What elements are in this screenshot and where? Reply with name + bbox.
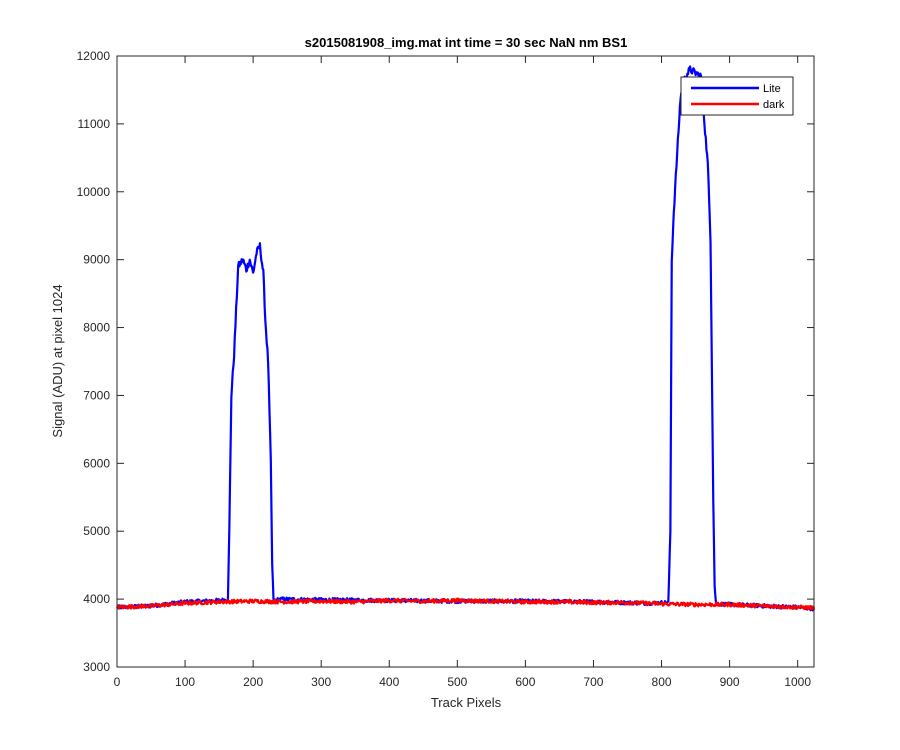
x-tick-label: 400 (379, 675, 399, 689)
x-tick-label: 300 (311, 675, 331, 689)
y-axis-label: Signal (ADU) at pixel 1024 (50, 284, 65, 437)
x-tick-label: 500 (447, 675, 467, 689)
y-tick-label: 12000 (77, 49, 111, 63)
legend: Lite dark (680, 76, 794, 116)
y-tick-label: 8000 (83, 321, 110, 335)
legend-label-dark: dark (763, 99, 785, 111)
y-axis: 3000 4000 5000 6000 7000 8000 9000 10000 11000 12… (77, 49, 814, 674)
x-tick-label: 900 (720, 675, 740, 689)
series-layer (116, 65, 816, 612)
series-line-dark (116, 597, 816, 611)
x-tick-label: 800 (652, 675, 672, 689)
y-tick-label: 3000 (83, 660, 110, 674)
y-tick-label: 5000 (83, 524, 110, 538)
x-axis-label: Track Pixels (431, 695, 502, 710)
x-axis: 0 100 200 300 400 500 600 700 800 900 1000 (114, 56, 811, 689)
y-tick-label: 7000 (83, 388, 110, 402)
chart-title: s2015081908_img.mat int time = 30 sec Na… (305, 35, 628, 50)
x-tick-label: 100 (175, 675, 195, 689)
y-tick-label: 11000 (78, 117, 111, 131)
plot-frame (116, 55, 815, 668)
y-tick-label: 10000 (77, 185, 111, 199)
y-tick-label: 6000 (83, 456, 110, 470)
y-tick-label: 4000 (83, 592, 110, 606)
x-tick-label: 1000 (784, 675, 811, 689)
legend-box (680, 76, 794, 116)
plot-area (117, 56, 814, 667)
x-tick-label: 700 (583, 675, 603, 689)
y-tick-label: 9000 (83, 253, 110, 267)
x-tick-label: 600 (515, 675, 535, 689)
x-tick-label: 0 (114, 675, 121, 689)
x-tick-label: 200 (243, 675, 263, 689)
legend-label-lite: Lite (763, 83, 781, 95)
